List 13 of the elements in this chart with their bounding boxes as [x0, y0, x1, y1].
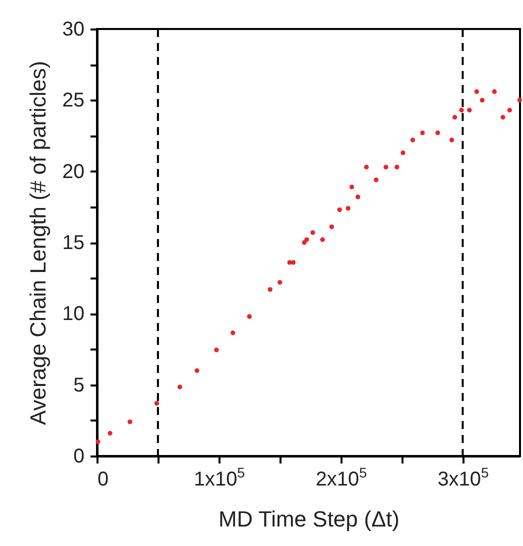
y-axis-title: Average Chain Length (# of particles) [25, 60, 50, 426]
x-tick-label: 2x10$^{5}$ [316, 464, 368, 490]
y-tick-label: 20 [62, 160, 84, 183]
x-tick-label: 0 [98, 468, 109, 490]
y-tick-label: 30 [62, 18, 84, 40]
x-tick-label: 1x10$^{5}$ [194, 464, 246, 490]
y-tick-label: 15 [62, 232, 84, 254]
y-tick-label: 10 [62, 303, 84, 326]
x-tick-label: 3x10$^{5}$ [438, 464, 489, 490]
y-tick-label: 0 [73, 446, 84, 468]
y-tick-label: 5 [73, 374, 84, 396]
x-axis-title: MD Time Step (Δt) [218, 506, 400, 532]
y-tick-label: 25 [62, 90, 84, 112]
